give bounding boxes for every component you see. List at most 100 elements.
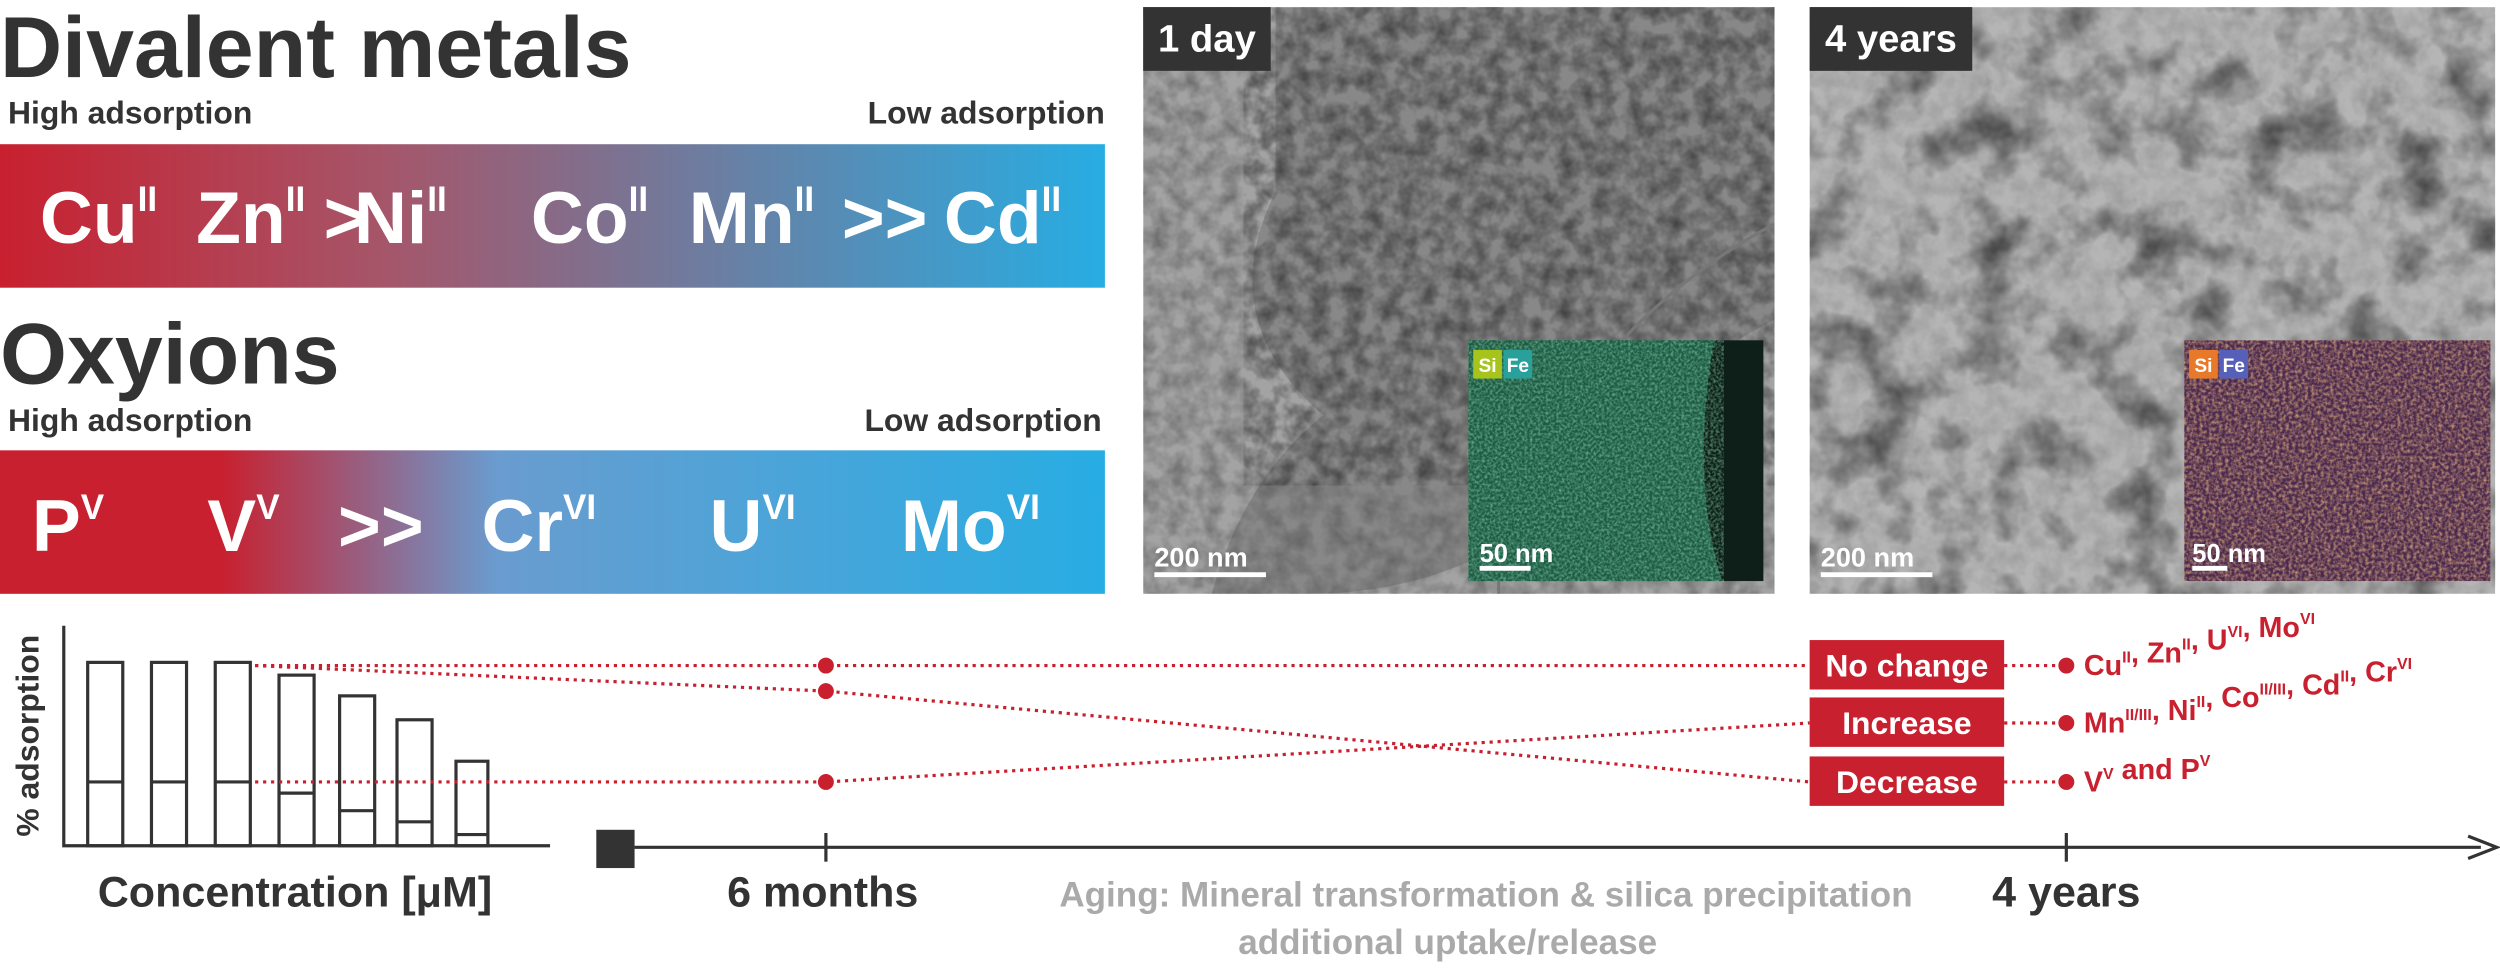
element-item: CoII	[531, 177, 648, 259]
text-part: Co	[531, 177, 629, 259]
superscript: II	[2197, 694, 2206, 711]
text-part: Cu	[40, 177, 138, 259]
element-item: MnII	[689, 177, 814, 259]
element-item: NiII	[354, 177, 447, 259]
start-marker	[596, 829, 635, 869]
superscript: II	[286, 180, 305, 219]
label-box	[1809, 7, 1973, 71]
superscript: VI	[2397, 656, 2412, 673]
element-item: VV	[207, 485, 280, 567]
superscript: V	[2200, 753, 2211, 770]
superscript: II	[138, 180, 157, 219]
superscript: II	[795, 180, 814, 219]
element-item: >	[324, 177, 367, 259]
time-tick-label: 6 months	[727, 868, 918, 916]
outcome-metals: CuII, ZnII, UVI, MoVI	[2084, 611, 2315, 682]
text-part: Mo	[901, 485, 1007, 567]
gradient-bar	[0, 144, 1105, 288]
superscript: II	[427, 180, 446, 219]
eds-texture	[2184, 340, 2491, 582]
low-label: Low adsorption	[864, 402, 1101, 438]
superscript: VI	[563, 488, 596, 527]
text-part: Mn	[2084, 708, 2125, 740]
text-part: U	[710, 485, 763, 567]
axis-arrow	[2467, 834, 2500, 860]
image-label: 4 years	[1825, 18, 1957, 61]
element-item: CrVI	[482, 485, 597, 567]
outcome-label: Increase	[1842, 705, 1971, 741]
text-part: Cu	[2084, 650, 2122, 682]
text-part: V	[2084, 767, 2103, 799]
high-label: High adsorption	[8, 402, 252, 438]
scale-label: 200 nm	[1154, 542, 1247, 573]
text-part: >>	[842, 177, 928, 259]
superscript: V	[256, 488, 280, 527]
text-part: , U	[2191, 625, 2228, 657]
section-title: Divalent metals	[0, 0, 632, 96]
outcome-box	[1809, 697, 2005, 747]
superscript: II/III	[2125, 707, 2152, 724]
element-item: >>	[338, 485, 424, 567]
text-part: , Co	[2205, 682, 2259, 714]
eds-texture	[1468, 340, 1724, 582]
text-part: >>	[338, 485, 424, 567]
text-part: Zn	[196, 177, 286, 259]
text-part: Ni	[354, 177, 427, 259]
element-badge-label: Fe	[1507, 356, 1529, 377]
superscript: II	[2340, 669, 2349, 686]
time-tick-label: 4 years	[1992, 868, 2140, 916]
low-label: Low adsorption	[868, 94, 1105, 130]
element-badge	[1503, 349, 1533, 379]
outcome-metals: MnII/III, NiII, CoII/III, CdII, CrVI	[2084, 656, 2412, 740]
superscript: II	[2122, 649, 2131, 666]
y-axis-label: % adsorption	[9, 635, 45, 837]
element-badge-label: Si	[2194, 356, 2212, 377]
schematic-bars	[62, 625, 551, 848]
outcome-label: Decrease	[1836, 764, 1978, 800]
text-part: , Zn	[2131, 637, 2182, 669]
superscript: VI	[2228, 624, 2243, 641]
superscript: II	[629, 180, 648, 219]
superscript: V	[81, 488, 105, 527]
text-part: >	[324, 177, 367, 259]
element-badge	[1473, 349, 1502, 379]
superscript: V	[2103, 766, 2114, 783]
superscript: II	[2182, 637, 2191, 654]
text-part: , Ni	[2152, 695, 2197, 727]
trend-lines	[255, 663, 2067, 784]
inset-scale-label: 50 nm	[2192, 540, 2266, 568]
element-item: CdII	[944, 177, 1061, 259]
element-badge-label: Si	[1479, 356, 1497, 377]
element-item: CuII	[40, 177, 157, 259]
superscript: VI	[1007, 488, 1040, 527]
text-part: Mn	[689, 177, 795, 259]
element-item: MoVI	[901, 485, 1040, 567]
outcome-box	[1809, 756, 2005, 806]
inset-scale-label: 50 nm	[1480, 540, 1554, 568]
trend-dots	[817, 657, 2075, 790]
outcome-box	[1809, 640, 2005, 690]
section-title: Oxyions	[0, 306, 340, 402]
text-part: , Cd	[2286, 669, 2340, 701]
element-item: UVI	[710, 485, 796, 567]
image-label: 1 day	[1158, 18, 1257, 61]
superscript: VI	[762, 488, 795, 527]
element-item: >>	[842, 177, 928, 259]
high-label: High adsorption	[8, 94, 252, 130]
x-axis-label: Concentration [μM]	[98, 868, 492, 916]
outcome-metals: VV and PV	[2084, 753, 2211, 799]
outcome-label: No change	[1825, 648, 1988, 684]
text-part: , Mo	[2243, 612, 2300, 644]
text-part: V	[207, 485, 256, 567]
micrograph	[1143, 7, 1775, 594]
element-badge	[2189, 349, 2218, 379]
scale-label: 200 nm	[1821, 542, 1914, 573]
element-badge	[2219, 349, 2249, 379]
element-item: PV	[32, 485, 105, 567]
caption: additional uptake/release	[1238, 923, 1657, 962]
text-part: Cr	[482, 485, 564, 567]
label-box	[1143, 7, 1271, 71]
caption: Aging: Mineral transformation & silica p…	[1059, 875, 1912, 914]
